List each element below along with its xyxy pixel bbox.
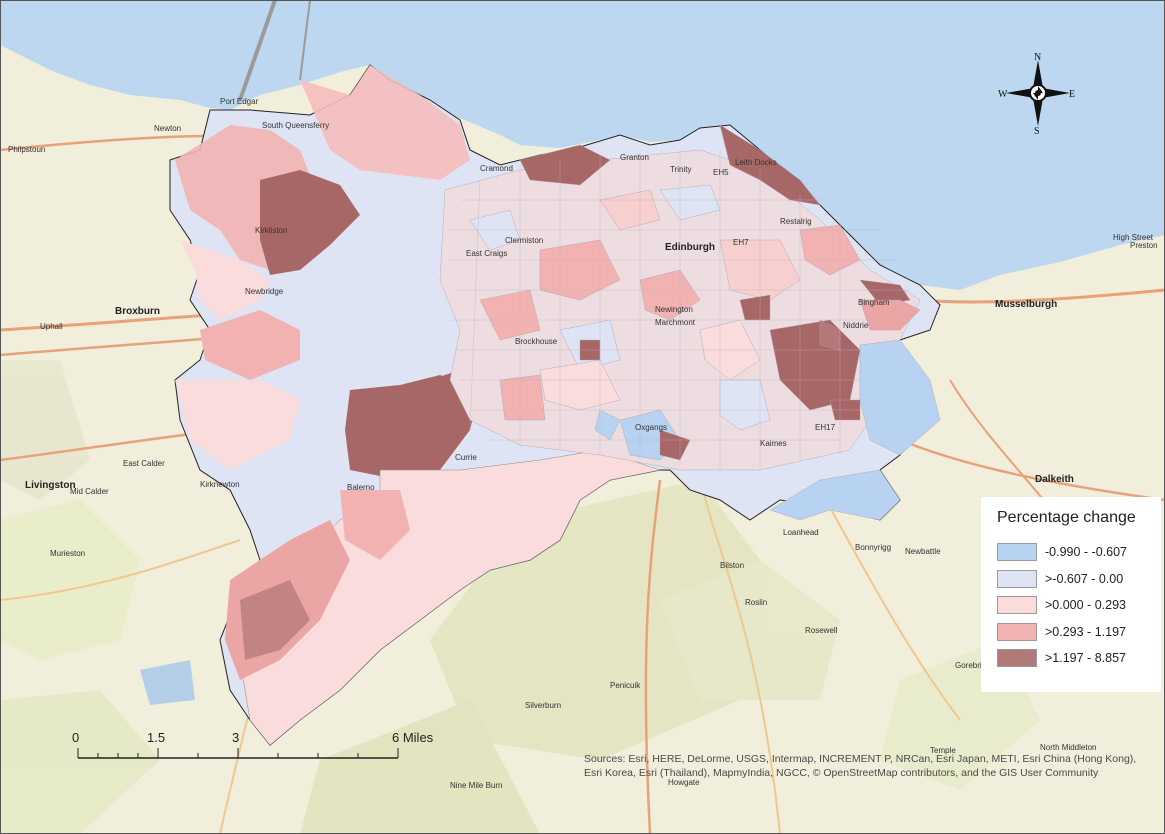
label-musselburgh: Musselburgh — [995, 299, 1057, 310]
scale-tick-3: 6 Miles — [392, 730, 434, 745]
scale-tick-2: 3 — [232, 730, 239, 745]
legend-swatch — [997, 543, 1037, 562]
label-currie: Currie — [455, 453, 477, 462]
label-eh17: EH17 — [815, 423, 836, 432]
north-label: N — [1034, 52, 1041, 63]
terrain-shading — [0, 360, 1040, 834]
firth-of-forth — [0, 0, 1165, 290]
zone — [200, 310, 300, 380]
legend-item: >0.000 - 0.293 — [997, 592, 1151, 619]
label-rosewell: Rosewell — [805, 626, 838, 635]
label-bonnyrigg: Bonnyrigg — [855, 543, 891, 552]
label-high-street: High Street — [1113, 233, 1154, 242]
label-cramond: Cramond — [480, 164, 513, 173]
label-bilston: Bilston — [720, 561, 744, 570]
legend: Percentage change -0.990 - -0.607 >-0.60… — [981, 497, 1161, 692]
label-newbattle: Newbattle — [905, 547, 941, 556]
label-murieston: Murieston — [50, 549, 85, 558]
compass-rose-icon — [1006, 60, 1070, 126]
label-silverburn: Silverburn — [525, 701, 561, 710]
legend-title: Percentage change — [997, 509, 1136, 526]
label-eh5: EH5 — [713, 168, 729, 177]
label-south-queensferry: South Queensferry — [262, 121, 329, 130]
label-bingham: Bingham — [858, 298, 890, 307]
label-philpstoun: Philpstoun — [8, 145, 45, 154]
label-gorebridge: Gorebridge — [955, 661, 996, 670]
label-kirknewton: Kirknewton — [200, 480, 240, 489]
zone — [300, 65, 470, 180]
legend-label: -0.990 - -0.607 — [1045, 545, 1127, 560]
north-arrow: N S W E — [998, 52, 1078, 137]
legend-item: >0.293 - 1.197 — [997, 619, 1151, 646]
west-label: W — [998, 89, 1008, 100]
label-east-craigs: East Craigs — [466, 249, 507, 258]
label-balerno: Balerno — [347, 483, 375, 492]
label-kirkliston: Kirkliston — [255, 226, 287, 235]
zone — [345, 375, 480, 480]
legend-label: >1.197 - 8.857 — [1045, 651, 1126, 666]
road-bridge — [299, 0, 311, 81]
legend-swatch — [997, 622, 1037, 641]
label-dalkeith: Dalkeith — [1035, 474, 1074, 485]
label-newton: Newton — [154, 124, 181, 133]
label-brockhouse: Brockhouse — [515, 337, 558, 346]
label-restalrig: Restalrig — [780, 217, 812, 226]
legend-label: >0.000 - 0.293 — [1045, 598, 1126, 613]
label-newbridge: Newbridge — [245, 287, 284, 296]
label-trinity: Trinity — [670, 165, 691, 174]
label-roslin: Roslin — [745, 598, 767, 607]
legend-item: -0.990 - -0.607 — [997, 539, 1151, 566]
label-mid-calder: Mid Calder — [70, 487, 109, 496]
label-newington: Newington — [655, 305, 693, 314]
forth-bridge — [238, 0, 277, 101]
legend-item: >1.197 - 8.857 — [997, 645, 1151, 672]
zone — [340, 490, 410, 560]
label-east-calder: East Calder — [123, 459, 165, 468]
scale-bar: 0 1.5 3 6 Miles — [62, 726, 462, 766]
legend-label: >-0.607 - 0.00 — [1045, 571, 1124, 586]
label-nine-mile-burn: Nine Mile Burn — [450, 781, 502, 790]
label-niddrie: Niddrie — [843, 321, 869, 330]
label-uphall: Uphall — [40, 322, 63, 331]
legend-swatch — [997, 649, 1037, 668]
label-loanhead: Loanhead — [783, 528, 819, 537]
label-broxburn: Broxburn — [115, 306, 160, 317]
legend-item: >-0.607 - 0.00 — [997, 566, 1151, 593]
attribution-text: Sources: Esri, HERE, DeLorme, USGS, Inte… — [584, 753, 1137, 779]
label-howgate: Howgate — [668, 778, 700, 787]
label-temple: Temple — [930, 746, 956, 755]
label-granton: Granton — [620, 153, 649, 162]
label-edinburgh: Edinburgh — [665, 242, 715, 253]
label-penicuik: Penicuik — [610, 681, 641, 690]
legend-swatch — [997, 596, 1037, 615]
label-clermiston: Clermiston — [505, 236, 543, 245]
legend-label: >0.293 - 1.197 — [1045, 624, 1126, 639]
label-oxgangs: Oxgangs — [635, 423, 667, 432]
east-label: E — [1069, 89, 1075, 100]
label-marchmont: Marchmont — [655, 318, 696, 327]
zone — [180, 240, 270, 320]
scale-tick-1: 1.5 — [147, 730, 165, 745]
south-label: S — [1034, 126, 1040, 134]
label-port-edgar: Port Edgar — [220, 97, 259, 106]
place-labels: Edinburgh Musselburgh Dalkeith Kirklisto… — [8, 97, 1158, 790]
zone — [175, 380, 300, 470]
zone — [240, 580, 310, 660]
label-eh7: EH7 — [733, 238, 749, 247]
legend-swatch — [997, 569, 1037, 588]
label-preston: Preston — [1130, 241, 1158, 250]
label-kaimes: Kaimes — [760, 439, 787, 448]
parcel-lines — [450, 150, 910, 470]
label-livingston: Livingston — [25, 480, 76, 491]
label-north-middleton: North Middleton — [1040, 743, 1096, 752]
scale-tick-0: 0 — [72, 730, 79, 745]
zone — [260, 170, 360, 275]
label-leith: Leith Docks — [735, 158, 777, 167]
